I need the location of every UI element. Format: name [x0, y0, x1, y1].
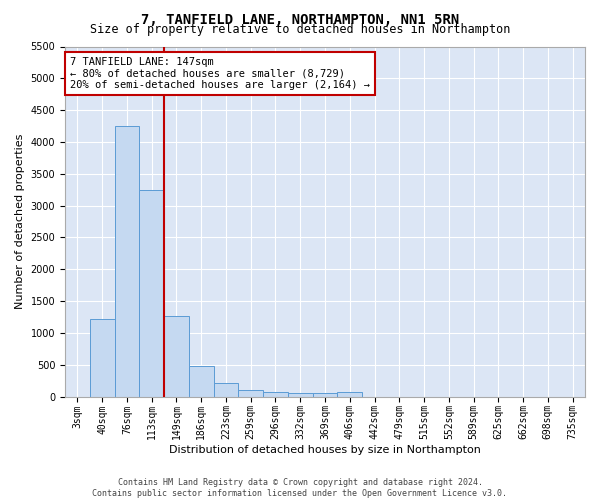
Bar: [139, 190, 164, 396]
Bar: [164, 316, 189, 396]
Bar: [214, 382, 238, 396]
Text: Contains HM Land Registry data © Crown copyright and database right 2024.
Contai: Contains HM Land Registry data © Crown c…: [92, 478, 508, 498]
Bar: [263, 392, 288, 396]
Bar: [288, 393, 313, 396]
Bar: [238, 390, 263, 396]
Text: 7, TANFIELD LANE, NORTHAMPTON, NN1 5RN: 7, TANFIELD LANE, NORTHAMPTON, NN1 5RN: [141, 12, 459, 26]
Bar: [337, 392, 362, 396]
Bar: [313, 394, 337, 396]
Bar: [90, 319, 115, 396]
X-axis label: Distribution of detached houses by size in Northampton: Distribution of detached houses by size …: [169, 445, 481, 455]
Bar: [189, 366, 214, 396]
Y-axis label: Number of detached properties: Number of detached properties: [15, 134, 25, 309]
Text: Size of property relative to detached houses in Northampton: Size of property relative to detached ho…: [90, 22, 510, 36]
Bar: [115, 126, 139, 396]
Text: 7 TANFIELD LANE: 147sqm
← 80% of detached houses are smaller (8,729)
20% of semi: 7 TANFIELD LANE: 147sqm ← 80% of detache…: [70, 57, 370, 90]
